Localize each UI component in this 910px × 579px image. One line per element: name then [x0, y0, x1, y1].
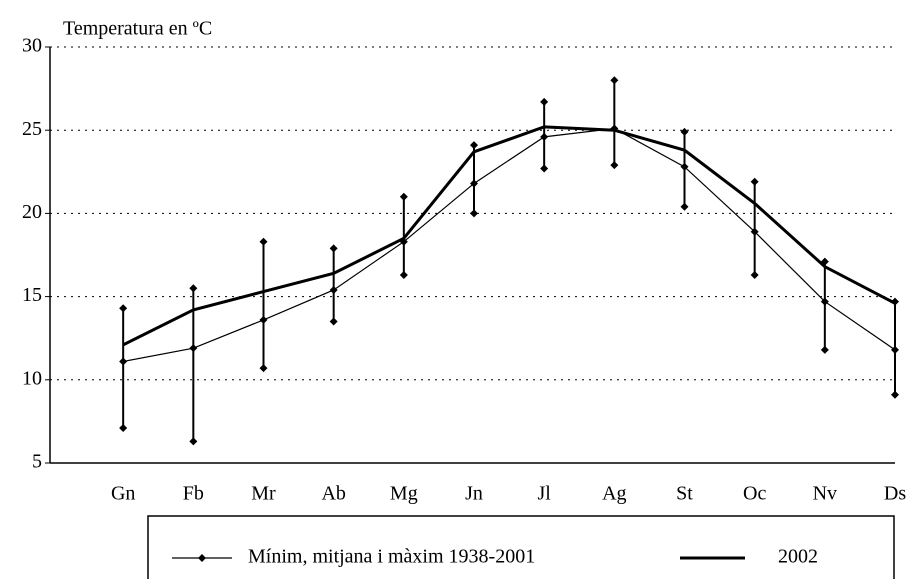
- x-tick-label: Mg: [390, 483, 418, 505]
- x-tick-label: Nv: [813, 483, 837, 505]
- marker: [189, 344, 198, 353]
- x-tick-label: Ds: [884, 483, 906, 505]
- marker: [680, 162, 689, 171]
- y-tick-label: 30: [22, 35, 42, 57]
- y-tick-label: 20: [22, 201, 42, 223]
- x-tick-label: St: [676, 483, 693, 505]
- marker: [750, 227, 759, 236]
- marker: [680, 202, 689, 211]
- marker: [750, 270, 759, 279]
- marker: [891, 390, 899, 399]
- legend-label: Mínim, mitjana i màxim 1938-2001: [248, 546, 535, 568]
- legend-label: 2002: [778, 546, 818, 568]
- marker: [259, 364, 268, 373]
- marker: [750, 177, 759, 186]
- line: [123, 127, 896, 363]
- legend-marker: [198, 554, 206, 562]
- marker: [891, 297, 899, 306]
- marker: [119, 304, 128, 313]
- marker: [470, 179, 478, 188]
- x-tick-label: Gn: [111, 483, 135, 505]
- marker: [189, 284, 198, 293]
- x-tick-label: Ag: [602, 483, 626, 505]
- y-axis-label: Temperatura en ºC: [63, 18, 212, 40]
- marker: [680, 127, 689, 136]
- x-tick-label: Oc: [743, 483, 766, 505]
- marker: [891, 345, 899, 354]
- y-tick-label: 15: [22, 284, 42, 306]
- marker: [540, 97, 549, 106]
- x-tick-label: Ab: [321, 483, 345, 505]
- marker: [610, 161, 619, 170]
- marker: [470, 209, 478, 218]
- marker: [189, 437, 198, 446]
- marker: [610, 124, 619, 133]
- marker: [399, 270, 408, 279]
- marker: [540, 132, 549, 141]
- marker: [119, 357, 128, 366]
- marker: [820, 345, 829, 354]
- x-tick-label: Fb: [183, 483, 204, 505]
- marker: [610, 76, 619, 85]
- x-tick-label: Jl: [537, 483, 551, 505]
- legend-box: [147, 515, 895, 579]
- marker: [820, 297, 829, 306]
- y-tick-label: 5: [32, 451, 42, 473]
- x-tick-label: Jn: [465, 483, 483, 505]
- marker: [399, 192, 408, 201]
- marker: [820, 257, 829, 266]
- line: [122, 125, 896, 347]
- marker: [470, 141, 478, 150]
- marker: [329, 244, 338, 253]
- marker: [399, 237, 408, 246]
- y-tick-label: 10: [22, 367, 42, 389]
- marker: [329, 285, 338, 294]
- marker: [259, 315, 268, 324]
- marker: [119, 424, 128, 433]
- marker: [329, 317, 338, 326]
- x-tick-label: Mr: [251, 483, 276, 505]
- y-tick-label: 25: [22, 118, 42, 140]
- marker: [540, 164, 549, 173]
- marker: [259, 237, 268, 246]
